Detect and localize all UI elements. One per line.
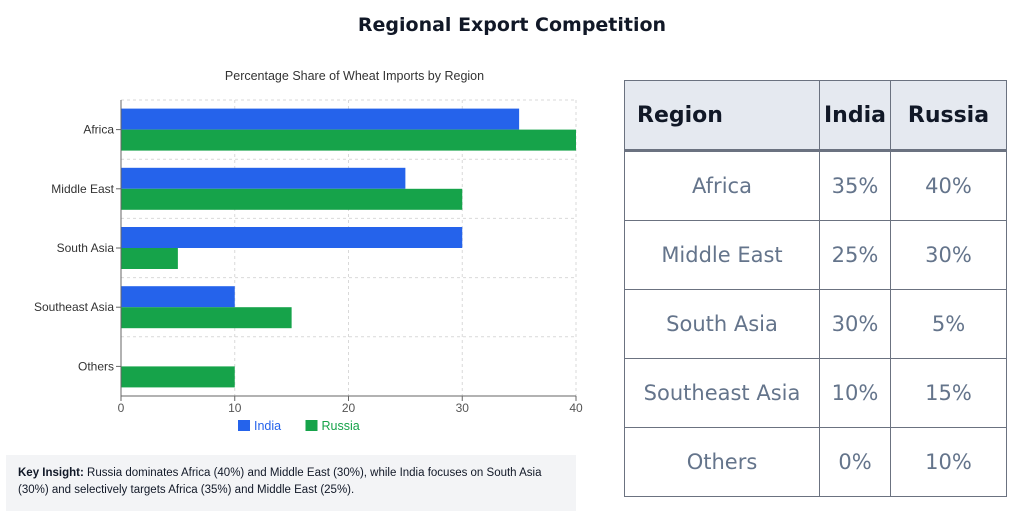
- column-header-russia: Russia: [889, 80, 1008, 152]
- table-row: Middle East 25% 30%: [624, 220, 1008, 290]
- x-tick-label: 20: [342, 401, 356, 415]
- data-table: Region India Russia Africa 35% 40% Middl…: [624, 80, 1008, 497]
- table-row: Africa 35% 40%: [624, 150, 1008, 221]
- key-insight-label: Key Insight:: [18, 467, 84, 479]
- y-tick-label: Southeast Asia: [34, 300, 114, 314]
- bar-russia-south-asia: [121, 248, 178, 269]
- bar-india-africa: [121, 108, 520, 130]
- y-tick-label: Middle East: [51, 182, 114, 196]
- page-title: Regional Export Competition: [357, 14, 667, 36]
- y-tick-label: Others: [78, 359, 114, 373]
- table-cell-india: 30%: [819, 289, 891, 359]
- table-cell-india: 0%: [819, 427, 891, 497]
- bar-russia-africa: [121, 129, 576, 151]
- table-cell-russia: 40%: [889, 150, 1008, 221]
- key-insight-box: Key Insight: Russia dominates Africa (40…: [6, 455, 576, 511]
- legend-swatch-india: [238, 420, 250, 431]
- legend-label-russia: Russia: [322, 419, 360, 433]
- table-cell-russia: 15%: [889, 358, 1008, 428]
- bar-india-middle-east: [121, 167, 406, 189]
- table-cell-region: Africa: [624, 150, 820, 221]
- key-insight-text: Russia dominates Africa (40%) and Middle…: [18, 467, 542, 496]
- table-cell-region: South Asia: [624, 289, 820, 359]
- x-tick-label: 10: [228, 401, 242, 415]
- table-header-row: Region India Russia: [624, 80, 1008, 152]
- bar-russia-southeast-asia: [121, 307, 292, 329]
- table-cell-region: Others: [624, 427, 820, 497]
- column-header-india: India: [819, 80, 891, 152]
- table-cell-russia: 10%: [889, 427, 1008, 497]
- table-row: Southeast Asia 10% 15%: [624, 358, 1008, 428]
- x-tick-label: 0: [118, 401, 125, 415]
- table-cell-russia: 30%: [889, 220, 1008, 290]
- table-cell-india: 35%: [819, 150, 891, 221]
- y-tick-label: South Asia: [57, 241, 115, 255]
- bar-india-southeast-asia: [121, 286, 235, 308]
- bar-india-south-asia: [121, 227, 463, 248]
- y-tick-label: Africa: [83, 123, 114, 137]
- table-cell-russia: 5%: [889, 289, 1008, 359]
- table-cell-region: Southeast Asia: [624, 358, 820, 428]
- table-row: South Asia 30% 5%: [624, 289, 1008, 359]
- x-tick-label: 40: [569, 401, 583, 415]
- bar-russia-middle-east: [121, 188, 463, 210]
- chart-title: Percentage Share of Wheat Imports by Reg…: [225, 69, 484, 83]
- x-tick-label: 30: [456, 401, 470, 415]
- legend-swatch-russia: [305, 420, 318, 431]
- table-cell-india: 10%: [819, 358, 891, 428]
- table-cell-india: 25%: [819, 220, 891, 290]
- legend-label-india: India: [254, 419, 281, 433]
- bar-chart: Percentage Share of Wheat Imports by Reg…: [34, 69, 583, 433]
- table-cell-region: Middle East: [624, 220, 820, 290]
- table-row: Others 0% 10%: [624, 427, 1008, 497]
- bar-russia-others: [121, 366, 235, 388]
- column-header-region: Region: [624, 80, 820, 152]
